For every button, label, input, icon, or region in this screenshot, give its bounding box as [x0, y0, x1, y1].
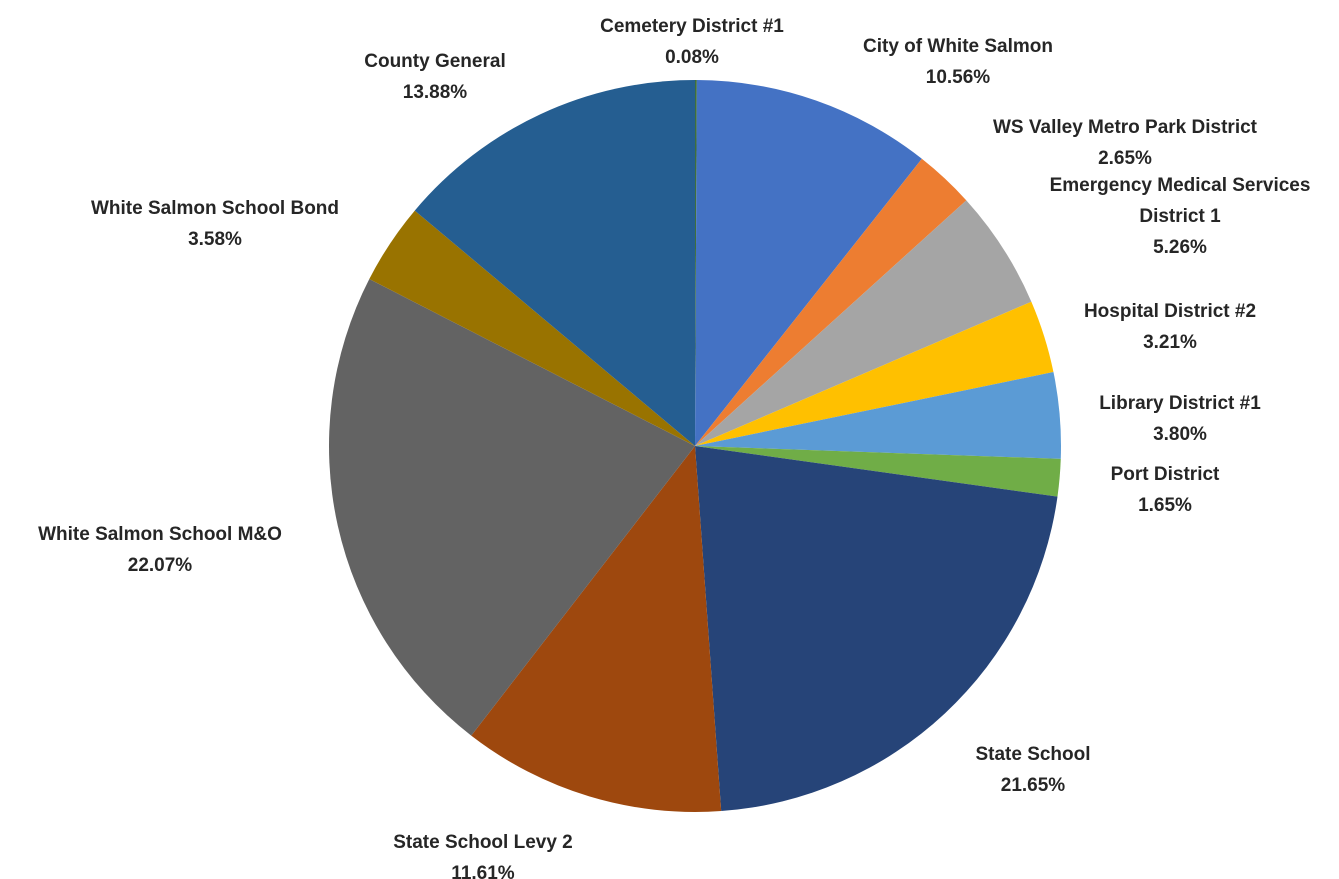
pie-labels: Cemetery District #1 0.08% City of White S…: [38, 16, 1310, 879]
pie-slice-ws-valley-metro-park-district: [695, 158, 967, 447]
data-label-name: State School: [975, 744, 1090, 765]
pie-slice-state-school-levy-2: [471, 446, 722, 812]
data-label-value: 3.21%: [1143, 332, 1197, 353]
pie-slice-county-general: [414, 80, 695, 446]
pie-slice-port-district: [695, 446, 1061, 497]
pie-slices: [328, 79, 1061, 812]
data-label-name: District 1: [1139, 206, 1221, 227]
data-label-value: 22.07%: [128, 555, 193, 576]
data-label-name: State School Levy 2: [393, 832, 573, 853]
data-label-value: 10.56%: [926, 67, 991, 88]
pie-slice-state-school: [695, 446, 1058, 812]
data-label-name: Emergency Medical Services: [1050, 175, 1311, 196]
data-label-county-general: County General 13.88%: [364, 51, 505, 103]
data-label-value: 11.61%: [451, 863, 514, 879]
data-label-ws-valley-metro-park-district: WS Valley Metro Park District 2.65%: [993, 117, 1258, 169]
data-label-name: Library District #1: [1099, 393, 1261, 414]
data-label-emergency-medical-services-district-1: Emergency Medical Services District 1 5.26…: [1050, 175, 1311, 258]
data-label-state-school: State School 21.65%: [975, 744, 1090, 796]
data-label-name: White Salmon School M&O: [38, 524, 282, 545]
data-label-white-salmon-school-m-o: White Salmon School M&O 22.07%: [38, 524, 282, 576]
data-label-value: 0.08%: [665, 47, 719, 68]
data-label-city-of-white-salmon: City of White Salmon 10.56%: [863, 36, 1053, 88]
data-label-value: 13.88%: [403, 82, 468, 103]
pie-slice-cemetery-district-1: [695, 79, 697, 446]
pie-slice-emergency-medical-services-district-1: [695, 200, 1032, 446]
data-label-hospital-district-2: Hospital District #2 3.21%: [1084, 301, 1256, 353]
data-label-port-district: Port District 1.65%: [1111, 464, 1220, 516]
data-label-name: WS Valley Metro Park District: [993, 117, 1258, 138]
data-label-name: County General: [364, 51, 505, 72]
data-label-name: Port District: [1111, 464, 1220, 485]
data-label-name: Hospital District #2: [1084, 301, 1256, 322]
data-label-name: City of White Salmon: [863, 36, 1053, 57]
data-label-value: 21.65%: [1001, 775, 1066, 796]
data-label-value: 1.65%: [1138, 495, 1192, 516]
pie-slice-white-salmon-school-bond: [369, 210, 695, 446]
pie-slice-city-of-white-salmon: [695, 80, 922, 446]
data-label-value: 5.26%: [1153, 237, 1207, 258]
data-label-state-school-levy-2: State School Levy 2 11.61%: [393, 832, 573, 879]
data-label-name: Cemetery District #1: [600, 16, 784, 37]
pie-slice-white-salmon-school-m-o: [328, 279, 695, 736]
pie-slice-library-district-1: [695, 372, 1061, 459]
data-label-library-district-1: Library District #1 3.80%: [1099, 393, 1261, 445]
data-label-name: White Salmon School Bond: [91, 198, 339, 219]
data-label-value: 3.80%: [1153, 424, 1207, 445]
data-label-white-salmon-school-bond: White Salmon School Bond 3.58%: [91, 198, 339, 250]
data-label-value: 3.58%: [188, 229, 242, 250]
data-label-cemetery-district-1: Cemetery District #1 0.08%: [600, 16, 784, 68]
data-label-value: 2.65%: [1098, 148, 1152, 169]
pie-slice-hospital-district-2: [695, 301, 1054, 446]
